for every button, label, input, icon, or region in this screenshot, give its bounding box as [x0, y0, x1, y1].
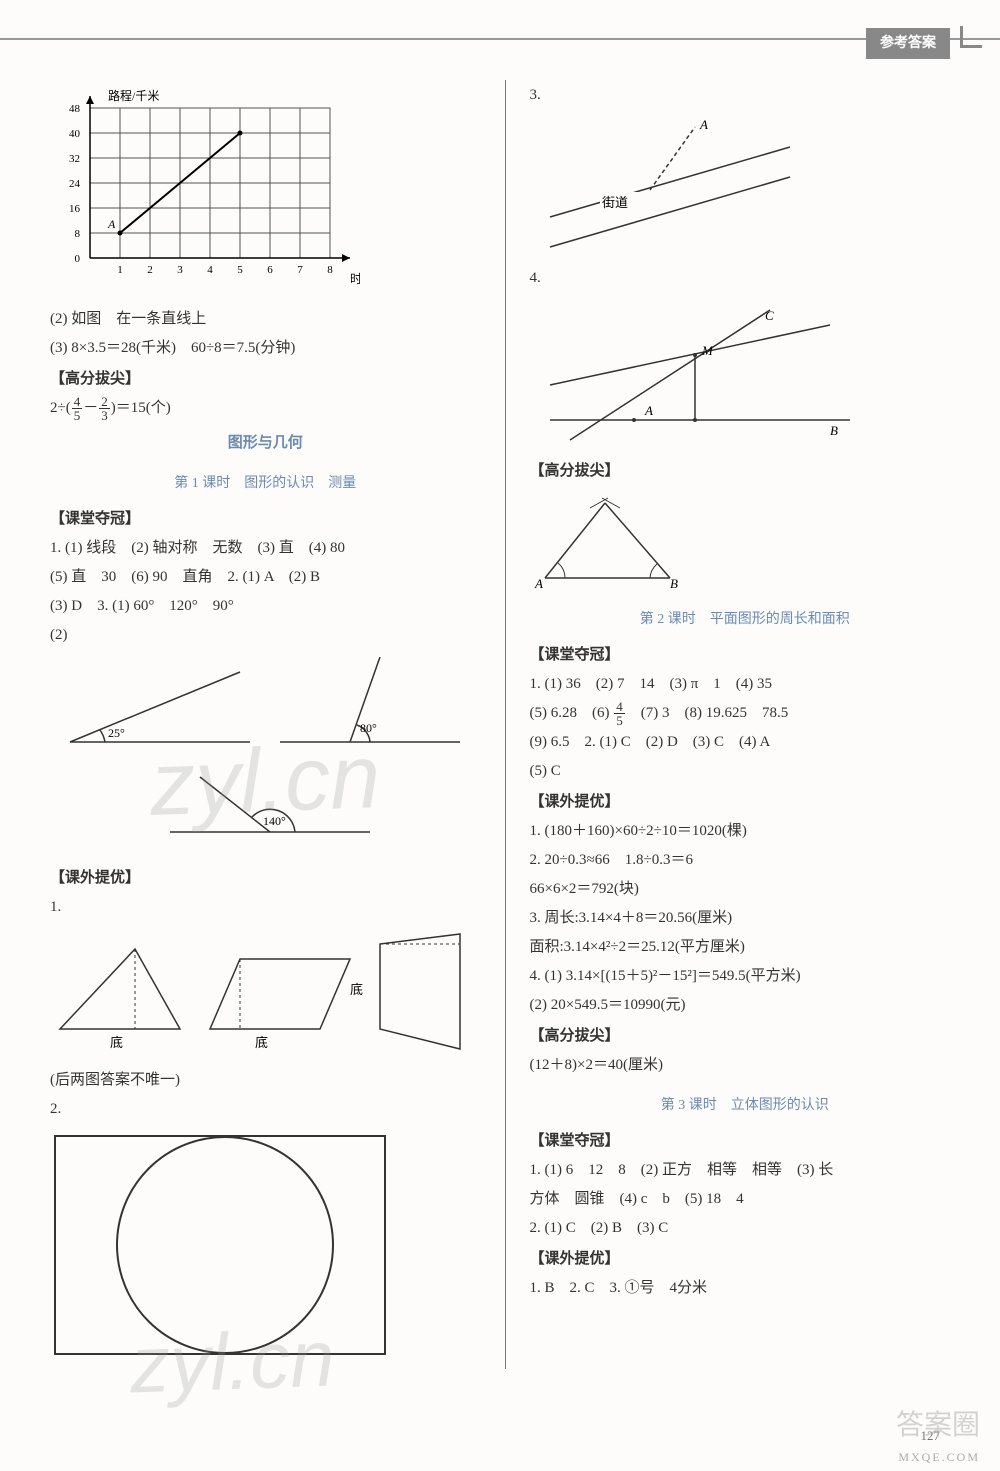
answer-2: (2) 如图 在一条直线上 — [50, 306, 481, 333]
lesson-2-title: 第 2 课时 平面图形的周长和面积 — [530, 607, 961, 632]
kewai-1: 1. — [50, 894, 481, 921]
problem-3: 3. — [530, 82, 961, 109]
rk-4: 3. 周长:3.14×4＋8＝20.56(厘米) — [530, 905, 961, 932]
svg-text:5: 5 — [237, 264, 243, 276]
svg-text:48: 48 — [69, 103, 81, 115]
heading-kewai: 【课外提优】 — [50, 865, 481, 892]
base-shapes: 底 底 底 — [50, 929, 481, 1059]
svg-text:0: 0 — [75, 253, 81, 265]
rk-5: 面积:3.14×4²÷2＝25.12(平方厘米) — [530, 934, 961, 961]
svg-text:底: 底 — [255, 1035, 268, 1050]
heading-gaofen-r: 【高分拔尖】 — [530, 458, 961, 485]
section-geometry: 图形与几何 — [50, 430, 481, 457]
ketang-line-2: (5) 直 30 (6) 90 直角 2. (1) A (2) B — [50, 564, 481, 591]
y-axis-label: 路程/千米 — [108, 88, 159, 103]
svg-text:24: 24 — [69, 178, 81, 190]
right-column: 3. A 街道 4. C M — [530, 80, 961, 1369]
rg-1: (12＋8)×2＝40(厘米) — [530, 1052, 961, 1079]
header-box-icon — [960, 26, 982, 48]
corner-url: MXQE.COM — [898, 1447, 980, 1469]
svg-text:40: 40 — [69, 128, 81, 140]
heading-kewai-r: 【课外提优】 — [530, 789, 961, 816]
header-label: 参考答案 — [866, 28, 950, 59]
svg-text:2: 2 — [147, 264, 153, 276]
rk-6: 4. (1) 3.14×[(15＋5)²－15²]＝549.5(平方米) — [530, 963, 961, 990]
svg-text:B: B — [830, 423, 838, 438]
svg-text:80°: 80° — [360, 721, 377, 735]
svg-text:底: 底 — [110, 1035, 123, 1050]
rk-3: 66×6×2＝792(块) — [530, 876, 961, 903]
svg-text:3: 3 — [177, 264, 183, 276]
heading-ketang-2: 【课堂夺冠】 — [530, 642, 961, 669]
svg-text:140°: 140° — [263, 814, 286, 828]
r2-line-1: 1. (1) 36 (2) 7 14 (3) π 1 (4) 35 — [530, 671, 961, 698]
svg-text:B: B — [670, 576, 678, 591]
svg-text:A: A — [699, 117, 708, 132]
equation-1: 2÷(45－23)＝15(个) — [50, 395, 481, 422]
heading-gaofen-2: 【高分拔尖】 — [530, 1023, 961, 1050]
svg-text:6: 6 — [267, 264, 273, 276]
ketang-line-4: (2) — [50, 622, 481, 649]
r3-line-3: 2. (1) C (2) B (3) C — [530, 1215, 961, 1242]
heading-gaofen: 【高分拔尖】 — [50, 366, 481, 393]
r3-line-1: 1. (1) 6 12 8 (2) 正方 相等 相等 (3) 长 — [530, 1157, 961, 1184]
diagram-3: A 街道 — [530, 117, 961, 257]
svg-text:16: 16 — [69, 203, 81, 215]
rk-7: (2) 20×549.5＝10990(元) — [530, 992, 961, 1019]
heading-ketang: 【课堂夺冠】 — [50, 506, 481, 533]
svg-text:A: A — [107, 217, 116, 231]
svg-text:A: A — [534, 576, 543, 591]
svg-text:8: 8 — [327, 264, 333, 276]
left-column: 路程/千米 — [50, 80, 481, 1369]
corner-brand: 答案圈 — [896, 1401, 980, 1451]
svg-text:街道: 街道 — [602, 195, 628, 210]
answer-3: (3) 8×3.5＝28(千米) 60÷8＝7.5(分钟) — [50, 335, 481, 362]
distance-time-chart: 路程/千米 — [50, 88, 481, 298]
diagram-4: C M A B — [530, 300, 961, 450]
kewai-2: 2. — [50, 1096, 481, 1123]
r3-line-4: 1. B 2. C 3. ①号 4分米 — [530, 1275, 961, 1302]
svg-text:1: 1 — [117, 264, 123, 276]
svg-text:4: 4 — [207, 264, 213, 276]
r3-line-2: 方体 圆锥 (4) c b (5) 18 4 — [530, 1186, 961, 1213]
heading-kewai-3: 【课外提优】 — [530, 1246, 961, 1273]
svg-text:C: C — [765, 308, 774, 323]
svg-text:底: 底 — [350, 982, 363, 997]
r2-line-4: (5) C — [530, 758, 961, 785]
angle-diagrams: 25° 80° 140° — [50, 657, 481, 857]
column-divider — [505, 80, 506, 1369]
svg-text:A: A — [644, 403, 653, 418]
svg-text:M: M — [701, 343, 714, 358]
ketang-line-3: (3) D 3. (1) 60° 120° 90° — [50, 593, 481, 620]
x-axis-label: 时间/分钟 — [350, 271, 360, 286]
svg-text:25°: 25° — [108, 726, 125, 740]
heading-ketang-3: 【课堂夺冠】 — [530, 1128, 961, 1155]
note-unique: (后两图答案不唯一) — [50, 1067, 481, 1094]
r2-line-2: (5) 6.28 (6) 45 (7) 3 (8) 19.625 78.5 — [530, 700, 961, 727]
svg-text:32: 32 — [69, 153, 80, 165]
ketang-line-1: 1. (1) 线段 (2) 轴对称 无数 (3) 直 (4) 80 — [50, 535, 481, 562]
svg-text:7: 7 — [297, 264, 303, 276]
svg-text:8: 8 — [75, 228, 81, 240]
header-rule — [0, 38, 1000, 40]
r2-line-3: (9) 6.5 2. (1) C (2) D (3) C (4) A — [530, 729, 961, 756]
lesson-1-title: 第 1 课时 图形的认识 测量 — [50, 471, 481, 496]
rk-1: 1. (180＋160)×60÷2÷10＝1020(棵) — [530, 818, 961, 845]
rk-2: 2. 20÷0.3≈66 1.8÷0.3＝6 — [530, 847, 961, 874]
lesson-3-title: 第 3 课时 立体图形的认识 — [530, 1093, 961, 1118]
circle-in-rect — [50, 1131, 481, 1361]
triangle-construction: A B — [530, 493, 961, 593]
problem-4: 4. — [530, 265, 961, 292]
